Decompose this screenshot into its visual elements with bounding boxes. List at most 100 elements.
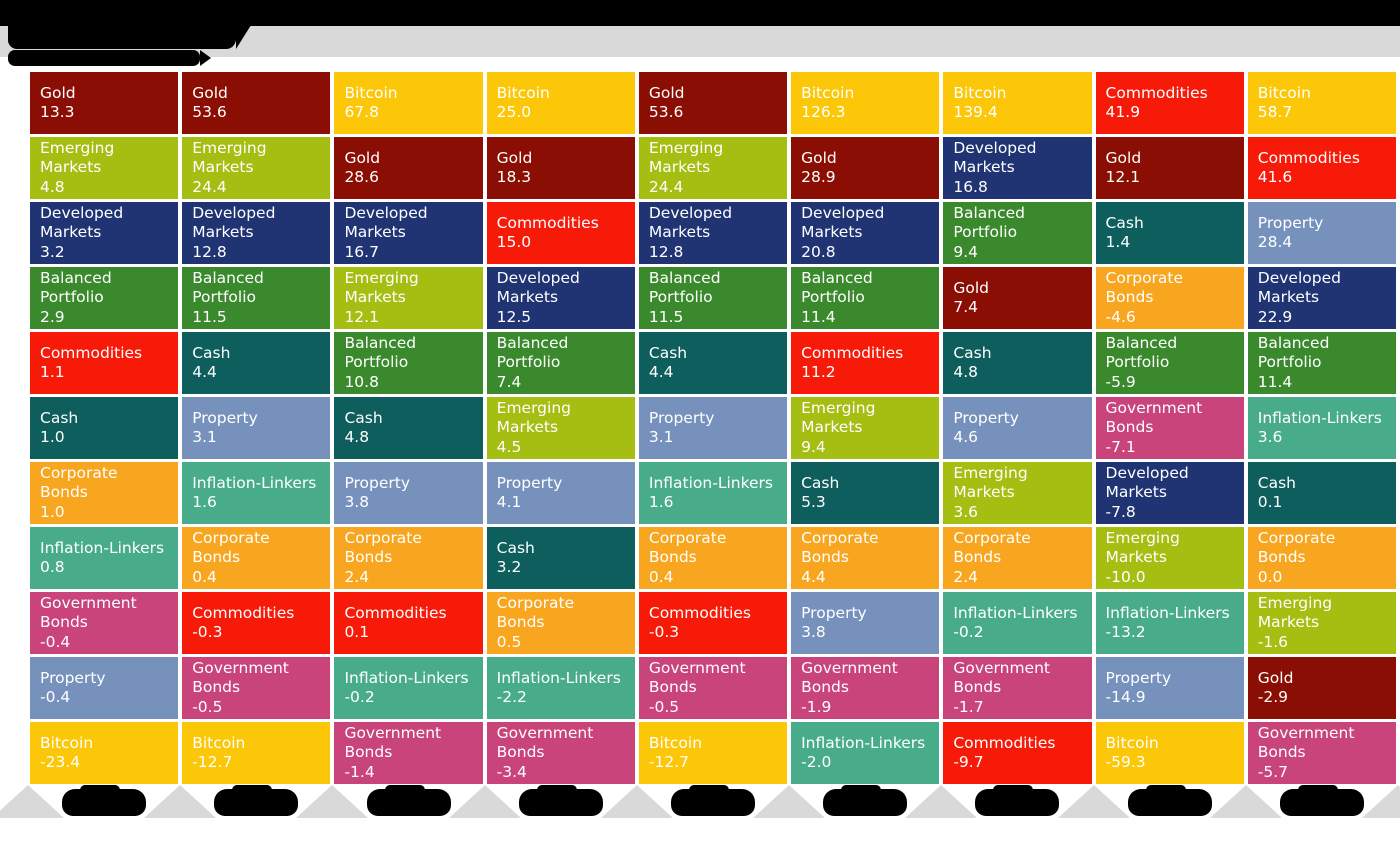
asset-cell-label: Gold xyxy=(801,148,837,167)
asset-cell: Developed Markets 12.8 xyxy=(182,202,331,264)
returns-grid: Gold 13.3 Emerging Markets 4.8 Developed Mar… xyxy=(30,72,1396,784)
asset-cell: Commodities 41.9 xyxy=(1095,72,1244,134)
asset-cell: Inflation-Linkers -2.2 xyxy=(486,657,635,719)
redacted-year-label xyxy=(975,785,1060,816)
asset-cell: Emerging Markets 24.4 xyxy=(182,137,331,199)
asset-cell: Property 3.1 xyxy=(182,397,331,459)
asset-cell-label: Corporate Bonds xyxy=(496,594,575,632)
asset-cell-value: 4.8 xyxy=(953,363,978,381)
asset-cell: Corporate Bonds 0.5 xyxy=(486,592,635,654)
asset-cell: Inflation-Linkers -0.2 xyxy=(943,592,1092,654)
asset-cell-value: 0.1 xyxy=(344,623,370,641)
asset-cell-label: Corporate Bonds xyxy=(648,529,727,567)
asset-cell: Inflation-Linkers 1.6 xyxy=(182,462,331,524)
asset-cell: Gold 53.6 xyxy=(638,72,788,134)
asset-cell: Inflation-Linkers -2.0 xyxy=(791,722,940,784)
asset-cell: Emerging Markets 24.4 xyxy=(638,137,788,199)
asset-cell-value: 4.4 xyxy=(192,363,217,381)
asset-cell: Cash 3.2 xyxy=(486,527,635,589)
asset-cell: Property 3.8 xyxy=(334,462,483,524)
asset-cell: Bitcoin 58.7 xyxy=(1247,72,1396,134)
asset-cell: Cash 5.3 xyxy=(791,462,940,524)
asset-cell-value: 41.6 xyxy=(1257,168,1293,186)
asset-cell-label: Balanced Portfolio xyxy=(648,269,721,307)
asset-cell-label: Government Bonds xyxy=(648,659,746,697)
asset-cell-label: Corporate Bonds xyxy=(1105,269,1184,307)
asset-cell-label: Gold xyxy=(648,83,685,102)
asset-cell-label: Commodities xyxy=(344,603,447,622)
asset-cell-label: Property xyxy=(1105,668,1172,687)
asset-cell-value: -9.7 xyxy=(953,753,984,771)
asset-cell-value: 11.4 xyxy=(1257,372,1293,391)
asset-cell: Emerging Markets 9.4 xyxy=(791,397,940,459)
asset-cell: Inflation-Linkers -13.2 xyxy=(1095,592,1244,654)
asset-cell-label: Government Bonds xyxy=(496,724,594,762)
asset-cell-label: Bitcoin xyxy=(192,733,246,752)
asset-cell: Corporate Bonds 0.0 xyxy=(1247,527,1396,589)
asset-cell-value: 20.8 xyxy=(801,242,836,261)
asset-cell-label: Commodities xyxy=(648,603,752,622)
redacted-year-label xyxy=(1279,785,1364,816)
asset-cell: Property 4.1 xyxy=(486,462,635,524)
asset-cell-label: Bitcoin xyxy=(1257,83,1311,102)
asset-cell-label: Developed Markets xyxy=(1105,464,1189,502)
redacted-year-label xyxy=(518,785,603,816)
asset-cell: Cash 4.4 xyxy=(638,332,788,394)
asset-cell-value: -59.3 xyxy=(1105,753,1146,771)
asset-cell-label: Balanced Portfolio xyxy=(1257,334,1330,372)
asset-cell-value: 28.9 xyxy=(801,168,836,186)
asset-cell: Property 4.6 xyxy=(943,397,1092,459)
asset-cell-value: 0.0 xyxy=(1257,567,1283,586)
asset-cell-value: -4.6 xyxy=(1105,307,1136,326)
asset-cell: Inflation-Linkers 0.8 xyxy=(30,527,179,589)
asset-cell-label: Bitcoin xyxy=(953,83,1007,102)
asset-cell-value: 12.8 xyxy=(648,242,684,261)
asset-cell-value: 22.9 xyxy=(1257,307,1293,326)
asset-cell: Developed Markets 16.8 xyxy=(943,137,1092,199)
asset-cell-label: Government Bonds xyxy=(344,724,442,762)
asset-cell-label: Emerging Markets xyxy=(1257,594,1333,632)
asset-cell-value: 11.4 xyxy=(801,307,836,326)
asset-cell: Bitcoin -12.7 xyxy=(182,722,331,784)
asset-cell-label: Emerging Markets xyxy=(1105,529,1180,567)
asset-cell-value: 2.4 xyxy=(344,567,370,586)
asset-cell-value: 1.6 xyxy=(192,493,217,511)
asset-cell-value: 7.4 xyxy=(953,298,978,316)
asset-cell: Property 28.4 xyxy=(1247,202,1396,264)
asset-cell-label: Balanced Portfolio xyxy=(496,334,569,372)
asset-cell: Commodities -0.3 xyxy=(182,592,331,654)
asset-cell-value: 3.6 xyxy=(953,502,978,521)
asset-cell-label: Cash xyxy=(496,538,535,557)
asset-cell-label: Cash xyxy=(801,473,840,492)
asset-cell-value: 24.4 xyxy=(192,177,227,196)
asset-cell-value: -5.7 xyxy=(1257,762,1289,781)
asset-cell-label: Balanced Portfolio xyxy=(344,334,417,372)
asset-cell-value: 3.1 xyxy=(192,428,217,446)
axis-triangle-marker xyxy=(0,785,64,818)
asset-cell-label: Cash xyxy=(40,408,79,427)
asset-cell: Cash 4.8 xyxy=(943,332,1092,394)
asset-cell-value: -0.3 xyxy=(192,623,223,641)
asset-cell-label: Commodities xyxy=(192,603,295,622)
asset-cell-label: Developed Markets xyxy=(192,204,276,242)
asset-cell-label: Gold xyxy=(192,83,228,102)
asset-cell-label: Developed Markets xyxy=(648,204,733,242)
asset-cell: Developed Markets 22.9 xyxy=(1247,267,1396,329)
asset-cell: Balanced Portfolio 7.4 xyxy=(486,332,635,394)
asset-cell: Emerging Markets 4.5 xyxy=(486,397,635,459)
asset-cell: Balanced Portfolio 9.4 xyxy=(943,202,1092,264)
asset-cell-label: Gold xyxy=(953,278,989,297)
asset-cell-value: 16.8 xyxy=(953,177,988,196)
asset-cell: Property 3.1 xyxy=(638,397,788,459)
asset-cell: Balanced Portfolio 10.8 xyxy=(334,332,483,394)
axis-triangle-marker xyxy=(1362,785,1400,818)
asset-cell: Bitcoin -23.4 xyxy=(30,722,179,784)
asset-cell-label: Developed Markets xyxy=(40,204,124,242)
asset-cell-value: 9.4 xyxy=(801,437,826,456)
asset-cell: Commodities 1.1 xyxy=(30,332,179,394)
asset-cell-label: Property xyxy=(801,603,867,622)
asset-cell-value: 4.5 xyxy=(496,437,522,456)
asset-cell-value: 53.6 xyxy=(648,103,684,121)
asset-cell-value: 3.2 xyxy=(496,558,522,576)
asset-cell-value: -0.4 xyxy=(40,688,71,706)
